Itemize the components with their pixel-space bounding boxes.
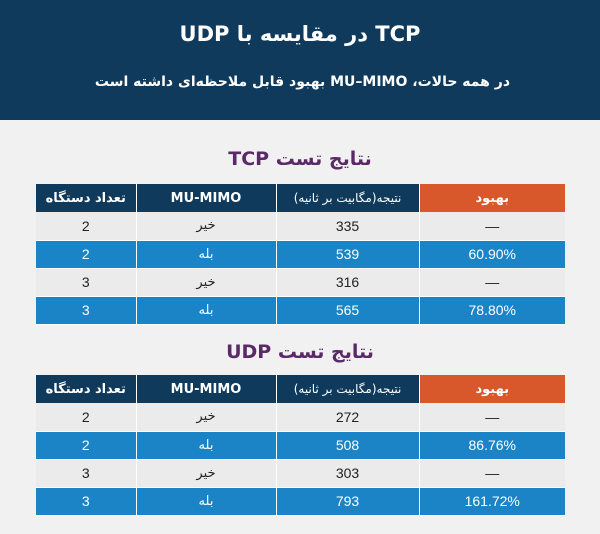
- improvement-cell: 161.72%: [419, 487, 565, 515]
- tcp-section-title: نتایج تست TCP: [228, 148, 372, 170]
- table-row: 3 خیر 303 —: [36, 459, 565, 487]
- mu-mimo-cell: بله: [136, 431, 277, 459]
- udp-section-title: نتایج تست UDP: [226, 341, 374, 363]
- mu-mimo-cell: بله: [136, 487, 277, 515]
- improvement-cell: 86.76%: [419, 431, 565, 459]
- table-row: 2 خیر 272 —: [36, 403, 565, 431]
- mu-mimo-cell: خیر: [136, 212, 277, 240]
- table-row: 3 بله 565 78.80%: [36, 296, 565, 324]
- udp-results-table: تعداد دستگاه MU-MIMO نتیجه(مگابیت بر ثان…: [36, 375, 565, 516]
- result-cell: 335: [276, 212, 420, 240]
- table-header-row: تعداد دستگاه MU-MIMO نتیجه(مگابیت بر ثان…: [36, 184, 565, 212]
- result-cell: 565: [276, 296, 420, 324]
- result-cell: 508: [276, 431, 420, 459]
- table-header-row: تعداد دستگاه MU-MIMO نتیجه(مگابیت بر ثان…: [36, 375, 565, 403]
- device-count-cell: 2: [36, 403, 137, 431]
- page-title: TCP در مقایسه با UDP: [179, 22, 421, 46]
- table-row: 2 خیر 335 —: [36, 212, 565, 240]
- result-cell: 539: [276, 240, 420, 268]
- table-row: 2 بله 539 60.90%: [36, 240, 565, 268]
- result-cell: 303: [276, 459, 420, 487]
- column-header-device-count: تعداد دستگاه: [36, 375, 137, 403]
- mu-mimo-cell: خیر: [136, 268, 277, 296]
- device-count-cell: 2: [36, 431, 137, 459]
- column-header-mu-mimo: MU-MIMO: [136, 184, 277, 212]
- mu-mimo-cell: خیر: [136, 403, 277, 431]
- mu-mimo-cell: بله: [136, 296, 277, 324]
- device-count-cell: 3: [36, 487, 137, 515]
- mu-mimo-cell: خیر: [136, 459, 277, 487]
- device-count-cell: 3: [36, 268, 137, 296]
- table-row: 2 بله 508 86.76%: [36, 431, 565, 459]
- improvement-cell: —: [419, 403, 565, 431]
- improvement-cell: 78.80%: [419, 296, 565, 324]
- improvement-cell: —: [419, 268, 565, 296]
- column-header-improvement: بهبود: [419, 375, 565, 403]
- column-header-result: نتیجه(مگابیت بر ثانیه): [276, 375, 420, 403]
- column-header-device-count: تعداد دستگاه: [36, 184, 137, 212]
- result-cell: 793: [276, 487, 420, 515]
- tcp-results-table: تعداد دستگاه MU-MIMO نتیجه(مگابیت بر ثان…: [36, 184, 565, 325]
- mu-mimo-cell: بله: [136, 240, 277, 268]
- device-count-cell: 3: [36, 296, 137, 324]
- table-row: 3 بله 793 161.72%: [36, 487, 565, 515]
- device-count-cell: 2: [36, 212, 137, 240]
- column-header-result: نتیجه(مگابیت بر ثانیه): [276, 184, 420, 212]
- device-count-cell: 2: [36, 240, 137, 268]
- result-cell: 272: [276, 403, 420, 431]
- result-cell: 316: [276, 268, 420, 296]
- device-count-cell: 3: [36, 459, 137, 487]
- page-header: TCP در مقایسه با UDP در همه حالات، MU–MI…: [0, 0, 600, 120]
- page-subtitle: در همه حالات، MU–MIMO بهبود قابل ملاحظه‌…: [94, 74, 510, 90]
- improvement-cell: —: [419, 459, 565, 487]
- improvement-cell: —: [419, 212, 565, 240]
- column-header-improvement: بهبود: [419, 184, 565, 212]
- table-row: 3 خیر 316 —: [36, 268, 565, 296]
- column-header-mu-mimo: MU-MIMO: [136, 375, 277, 403]
- improvement-cell: 60.90%: [419, 240, 565, 268]
